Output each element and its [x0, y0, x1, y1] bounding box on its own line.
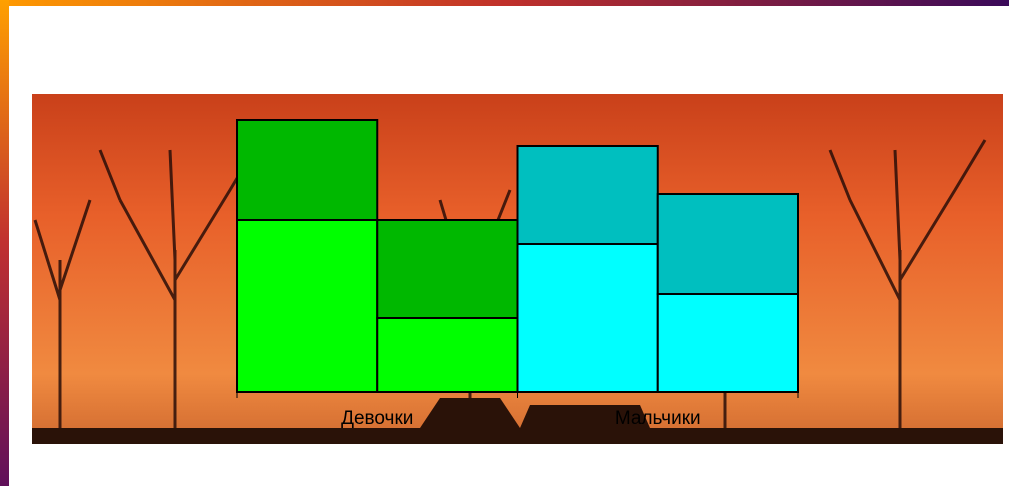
frame-top — [0, 0, 1009, 6]
x-tick-label: Девочки — [341, 408, 413, 429]
bar-segment — [516, 145, 659, 245]
bar-segment — [516, 243, 659, 393]
frame-left — [0, 0, 9, 486]
bar-segment — [656, 193, 799, 295]
bar-segment — [376, 219, 519, 319]
x-tick-label: Мальчики — [615, 408, 701, 429]
bar-segment — [376, 317, 519, 393]
bar-segment — [236, 219, 379, 393]
bar-segment — [236, 119, 379, 221]
bar-segment — [656, 293, 799, 393]
